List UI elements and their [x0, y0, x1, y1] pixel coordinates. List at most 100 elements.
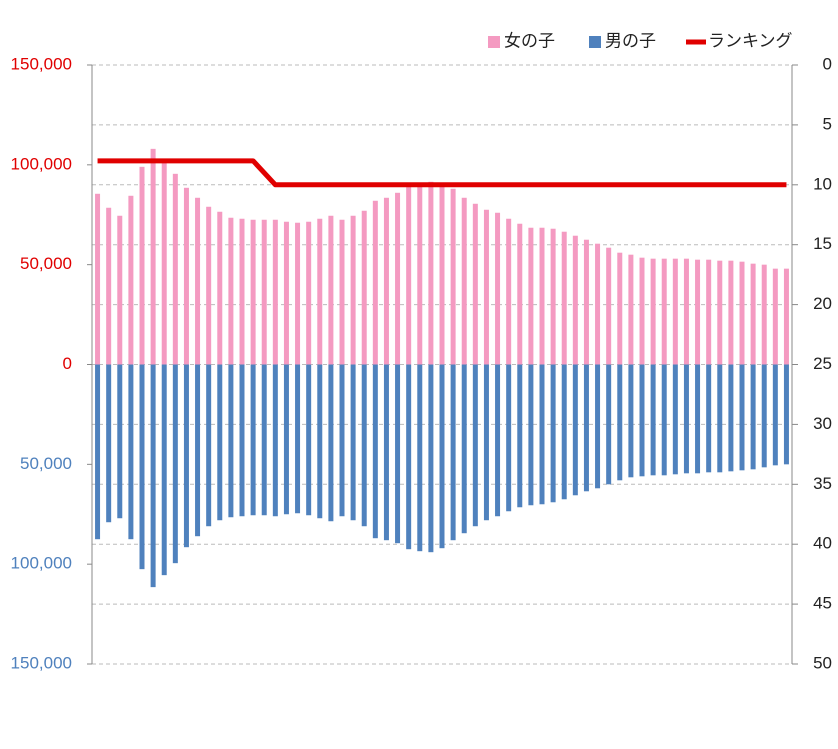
- bar: [372, 364, 378, 539]
- y-tick-label: 50,000: [20, 254, 72, 273]
- bar: [650, 364, 656, 476]
- y2-tick-label: 5: [823, 114, 832, 133]
- bar: [106, 207, 112, 365]
- bar: [461, 364, 467, 534]
- bar: [539, 227, 545, 365]
- bar: [695, 259, 701, 365]
- bar: [783, 268, 789, 365]
- bar: [172, 173, 178, 365]
- bar: [783, 364, 789, 465]
- bar: [495, 212, 501, 365]
- bar: [295, 222, 301, 365]
- bar: [306, 221, 312, 365]
- bar: [539, 364, 545, 505]
- bar: [106, 364, 112, 523]
- bar: [395, 364, 401, 544]
- bar: [739, 364, 745, 471]
- bar: [150, 364, 156, 588]
- bar: [128, 364, 134, 540]
- y-tick-label: 0: [63, 354, 72, 373]
- bar: [150, 148, 156, 365]
- bar: [583, 239, 589, 365]
- bar: [739, 261, 745, 365]
- bar: [217, 364, 223, 521]
- bar: [561, 231, 567, 365]
- legend-label: 女の子: [504, 31, 555, 50]
- bar: [506, 218, 512, 365]
- bar: [672, 258, 678, 365]
- bar: [428, 181, 434, 365]
- bar: [139, 166, 145, 365]
- bar: [706, 259, 712, 365]
- bar: [717, 364, 723, 473]
- bar: [406, 186, 412, 365]
- bar: [517, 364, 523, 508]
- bar: [595, 364, 601, 489]
- bar: [639, 364, 645, 477]
- bar: [283, 364, 289, 515]
- y-tick-label: 100,000: [11, 554, 72, 573]
- bar: [572, 235, 578, 365]
- bar: [761, 364, 767, 468]
- bar: [361, 210, 367, 365]
- bar: [472, 203, 478, 365]
- y-tick-label: 150,000: [11, 653, 72, 672]
- y2-tick-label: 10: [813, 174, 832, 193]
- bar: [661, 258, 667, 365]
- bar: [717, 260, 723, 365]
- bar: [550, 364, 556, 503]
- bar: [183, 364, 189, 548]
- bar: [517, 223, 523, 365]
- y2-tick-label: 30: [813, 414, 832, 433]
- bar: [317, 218, 323, 365]
- bar: [228, 217, 234, 365]
- bar: [183, 187, 189, 365]
- bar: [672, 364, 678, 475]
- bar: [239, 364, 245, 517]
- y-tick-label: 100,000: [11, 154, 72, 173]
- bar: [372, 200, 378, 365]
- bar: [95, 364, 101, 540]
- bar: [317, 364, 323, 519]
- bar: [206, 364, 212, 527]
- bar: [495, 364, 501, 517]
- legend-label: 男の子: [605, 31, 656, 50]
- bar: [417, 364, 423, 552]
- bar: [161, 364, 167, 576]
- bar: [528, 227, 534, 365]
- bar: [772, 364, 778, 466]
- line: [97, 158, 787, 188]
- legend-swatch: [488, 36, 500, 48]
- bar: [683, 258, 689, 365]
- bar: [439, 182, 445, 365]
- y-tick-label: 150,000: [11, 54, 72, 73]
- bar: [195, 364, 201, 537]
- bar: [450, 188, 456, 365]
- bar: [528, 364, 534, 506]
- y2-tick-label: 15: [813, 234, 832, 253]
- y2-tick-label: 35: [813, 474, 832, 493]
- bar: [483, 364, 489, 521]
- bar: [250, 364, 256, 516]
- bar: [117, 215, 123, 365]
- bar: [295, 364, 301, 514]
- bar: [339, 219, 345, 365]
- bar: [261, 364, 267, 516]
- bar: [361, 364, 367, 527]
- bar: [583, 364, 589, 492]
- bar: [172, 364, 178, 564]
- y2-tick-label: 20: [813, 294, 832, 313]
- bar: [350, 364, 356, 521]
- bar: [383, 364, 389, 541]
- bar: [628, 254, 634, 365]
- legend-label: ランキング: [708, 31, 793, 50]
- bar: [728, 364, 734, 472]
- y2-tick-label: 45: [813, 594, 832, 613]
- bar: [239, 218, 245, 365]
- bar: [217, 211, 223, 365]
- bar: [650, 258, 656, 365]
- bar: [606, 247, 612, 365]
- bar: [272, 364, 278, 517]
- bar: [261, 219, 267, 365]
